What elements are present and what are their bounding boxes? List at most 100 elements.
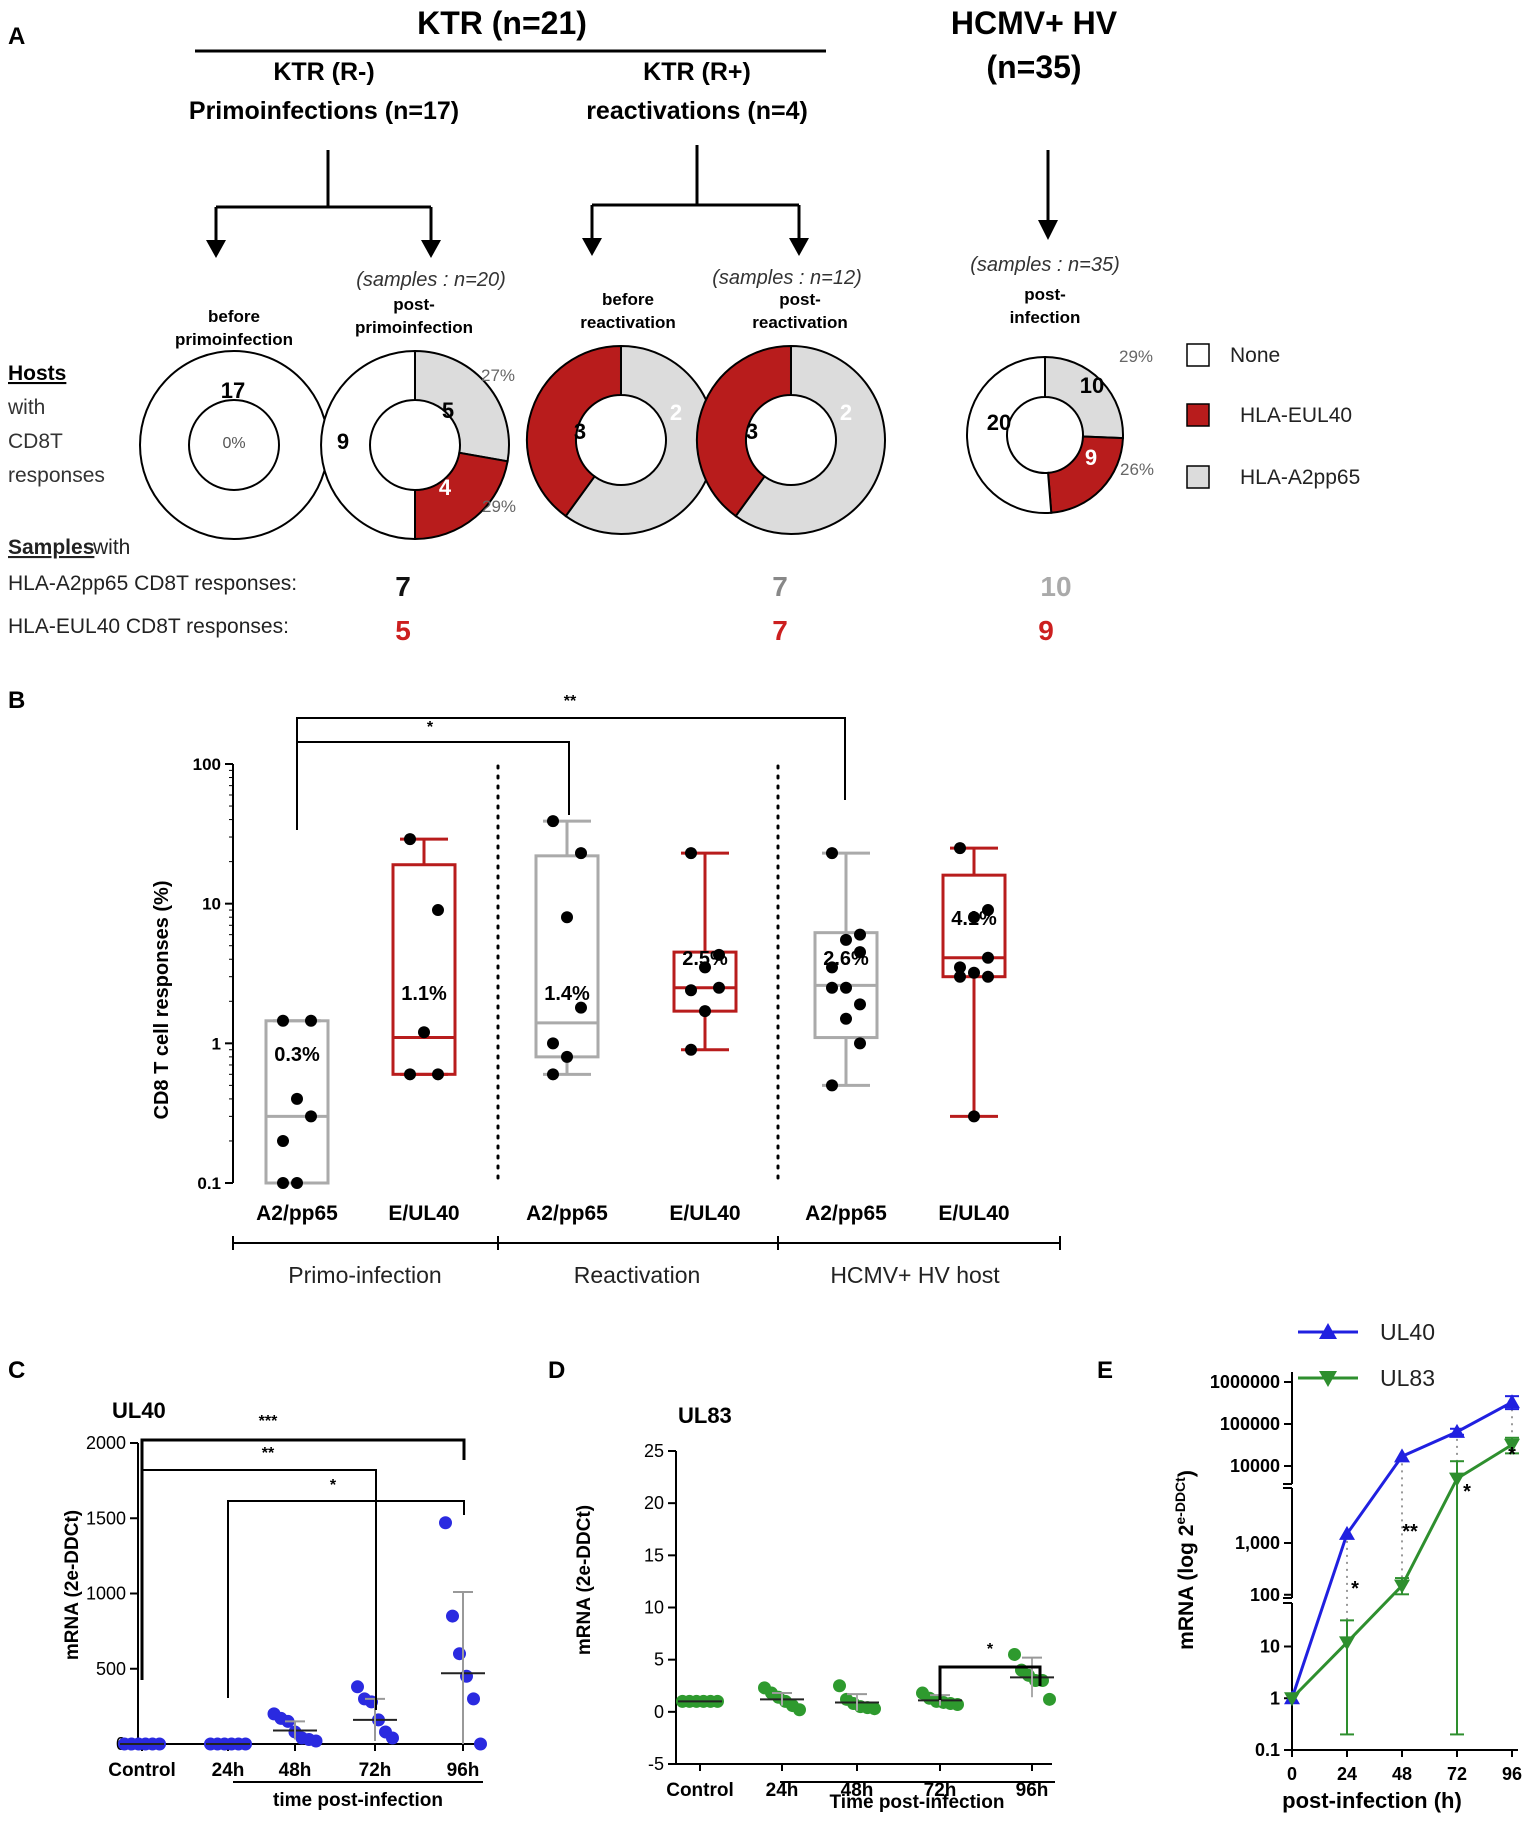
- sig-bracket: [140, 1438, 466, 1680]
- eul-count-primo: 5: [395, 615, 411, 646]
- b-data-point: [575, 847, 587, 860]
- panel-e-xlabel: post-infection (h): [1282, 1788, 1462, 1813]
- b-data-point: [547, 1068, 559, 1081]
- y-tick-label: 20: [644, 1493, 664, 1513]
- b-data-point: [713, 981, 725, 994]
- panel-a: A KTR (n=21) HCMV+ HV (n=35) KTR (R-) Pr…: [7, 5, 1360, 646]
- donut2-pct-top: 27%: [481, 366, 515, 385]
- arrowhead-icon: [421, 240, 441, 258]
- b-box: [391, 863, 457, 1076]
- donut-title-3a: before: [602, 290, 654, 309]
- y-tick-label: 25: [644, 1441, 664, 1461]
- e-marker-UL83: [1449, 1472, 1465, 1487]
- panel-c-title: UL40: [112, 1398, 166, 1423]
- y-tick-label: 1000: [86, 1584, 126, 1604]
- e-y-tick-label: 100: [1250, 1585, 1280, 1605]
- sig-label: *: [987, 1641, 994, 1658]
- b-group-brackets: [232, 1236, 1061, 1250]
- x-tick-label: 96h: [1016, 1780, 1049, 1801]
- x-tick-label: Control: [108, 1760, 176, 1781]
- b-data-point: [404, 833, 416, 846]
- b-sig-label: **: [564, 693, 577, 710]
- x-tick-label: 72h: [924, 1780, 957, 1801]
- b-data-point: [840, 933, 852, 946]
- e-legend-label-UL40: UL40: [1380, 1319, 1435, 1345]
- b-median-label: 1.4%: [544, 983, 590, 1005]
- data-point: [446, 1609, 459, 1623]
- panel-a-label: A: [8, 23, 25, 50]
- e-marker-UL40: [1504, 1394, 1520, 1409]
- y-tick-label: 15: [644, 1545, 664, 1565]
- samples-hcmv: (samples : n=35): [970, 254, 1120, 276]
- donut5-slice-none: [966, 355, 1053, 514]
- b-data-point: [982, 970, 994, 983]
- donut5-slice-eul40: [1046, 435, 1124, 514]
- donut5-eul-count: 9: [1085, 445, 1097, 470]
- e-y-tick-label: 1,000: [1235, 1533, 1280, 1553]
- hosts-label-3: CD8T: [8, 430, 63, 453]
- y-tick-label: 1500: [86, 1508, 126, 1528]
- donut3-slice-a2pp65: [564, 344, 716, 535]
- data-point: [453, 1647, 466, 1661]
- b-data-point: [305, 1110, 317, 1123]
- b-box: [534, 854, 600, 1059]
- b-data-point: [699, 1005, 711, 1018]
- panel-b-label: B: [8, 687, 25, 714]
- panel-d-label: D: [548, 1357, 565, 1384]
- donut5-a2-count: 10: [1080, 373, 1104, 398]
- b-group-3: HCMV+ HV host: [830, 1262, 1000, 1288]
- b-data-point: [277, 1177, 289, 1189]
- data-point: [439, 1516, 452, 1530]
- b-y-tick-label: 100: [193, 755, 221, 774]
- donut5-pct-top: 29%: [1119, 347, 1153, 366]
- hosts-label-1: Hosts: [8, 362, 66, 385]
- panel-c-plot: 0500100015002000Control24h48h72h96h*****…: [86, 1413, 487, 1781]
- b-data-point: [826, 847, 838, 860]
- data-point: [1036, 1674, 1049, 1688]
- b-cat-1: A2/pp65: [256, 1202, 338, 1225]
- b-data-point: [826, 961, 838, 974]
- e-legend-marker-UL40: [1319, 1323, 1337, 1339]
- x-tick-label: 24h: [212, 1760, 245, 1781]
- e-x-tick-label: 96: [1502, 1764, 1522, 1784]
- donut1-hole: [188, 399, 280, 491]
- donut-title-4a: post-: [779, 290, 821, 309]
- donut1-center-label: 0%: [222, 435, 245, 452]
- e-y-tick-label: 10000: [1230, 1456, 1280, 1476]
- b-median-label: 0.3%: [274, 1044, 320, 1066]
- arrowhead-icon: [582, 238, 602, 256]
- data-point: [460, 1669, 473, 1683]
- b-data-point: [547, 1037, 559, 1050]
- e-sig-label: **: [1402, 1521, 1418, 1543]
- panel-b: B CD8 T cell responses (%) 0.1 1 10 100 0.3%…: [8, 687, 1061, 1288]
- b-data-point: [826, 1079, 838, 1092]
- x-tick-label: 24h: [766, 1780, 799, 1801]
- data-point: [386, 1731, 399, 1745]
- b-data-point: [291, 1092, 303, 1105]
- legend-label-a2pp65: HLA-A2pp65: [1240, 466, 1360, 489]
- donut-labels: 17 0% 9 5 4 27% 29% 3 2 3 2 20 10 9 29% …: [221, 347, 1154, 516]
- e-x-tick-label: 72: [1447, 1764, 1467, 1784]
- panel-d-plot: -5 0 5 10 15 20 25 Control 24h 48h 72h 96h *: [644, 1441, 1056, 1801]
- donut3-slice-eul40: [526, 344, 622, 518]
- b-data-point: [713, 948, 725, 961]
- a2-count-react: 7: [772, 571, 788, 602]
- e-sig-label: *: [1508, 1444, 1516, 1466]
- donut2-eul-count: 4: [439, 475, 452, 500]
- sig-bracket: [938, 1665, 1042, 1700]
- panel-d-title: UL83: [678, 1403, 732, 1428]
- b-data-point: [432, 904, 444, 917]
- arrowhead-icon: [206, 240, 226, 258]
- e-marker-UL40: [1339, 1525, 1355, 1540]
- x-tick-label: 96h: [447, 1760, 480, 1781]
- e-marker-UL40: [1449, 1423, 1465, 1438]
- arrowhead-icon: [789, 238, 809, 256]
- data-point: [351, 1680, 364, 1694]
- b-data-point: [699, 961, 711, 974]
- primo-split-arrow: [214, 150, 433, 242]
- b-group-2: Reactivation: [574, 1262, 701, 1288]
- b-data-point: [291, 1177, 303, 1189]
- donut5-pct-bottom: 26%: [1120, 460, 1154, 479]
- b-data-point: [305, 1014, 317, 1027]
